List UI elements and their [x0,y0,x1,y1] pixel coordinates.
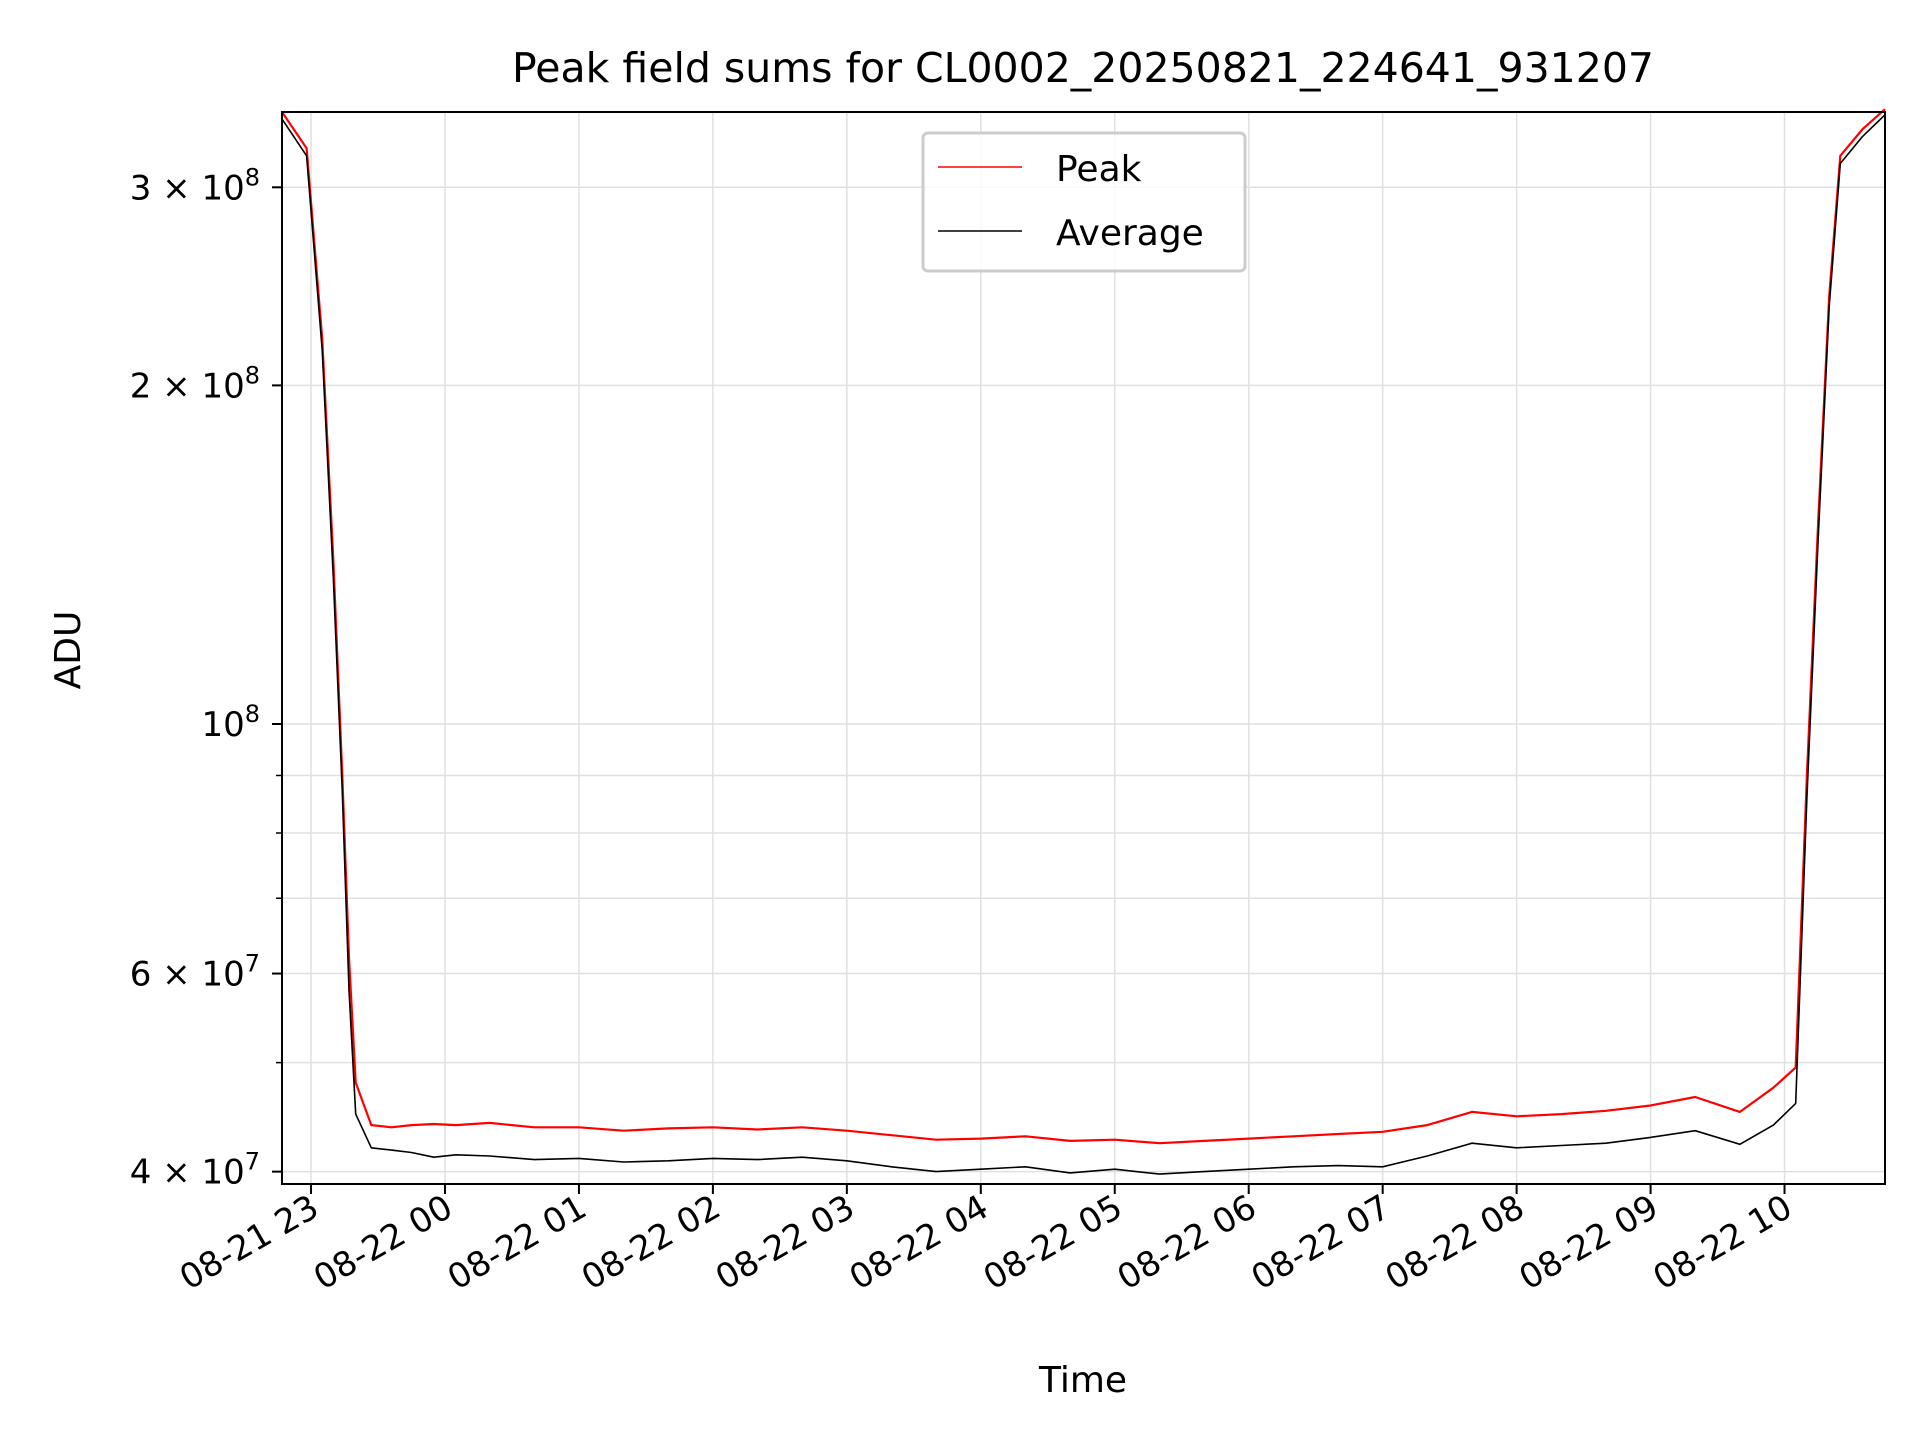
plot-series [281,108,1886,1175]
y-tick-label: 108 [201,700,260,745]
grid [282,112,1885,1184]
average-series-line [281,114,1886,1175]
legend: Peak Average [921,131,1247,273]
y-tick-label: 6 × 107 [130,950,260,995]
legend-peak-label: Peak [1056,149,1142,190]
x-axis-label: Time [1038,1360,1127,1401]
y-tick-label: 4 × 107 [130,1148,260,1193]
y-tick-label: 3 × 108 [130,163,260,208]
y-axis-label: ADU [48,611,89,690]
axes-frame [281,111,1886,1185]
chart-title: Peak field sums for CL0002_20250821_2246… [512,44,1654,92]
legend-average-label: Average [1056,213,1204,254]
peak-series-line [281,108,1886,1145]
y-tick-label: 2 × 108 [130,361,260,406]
